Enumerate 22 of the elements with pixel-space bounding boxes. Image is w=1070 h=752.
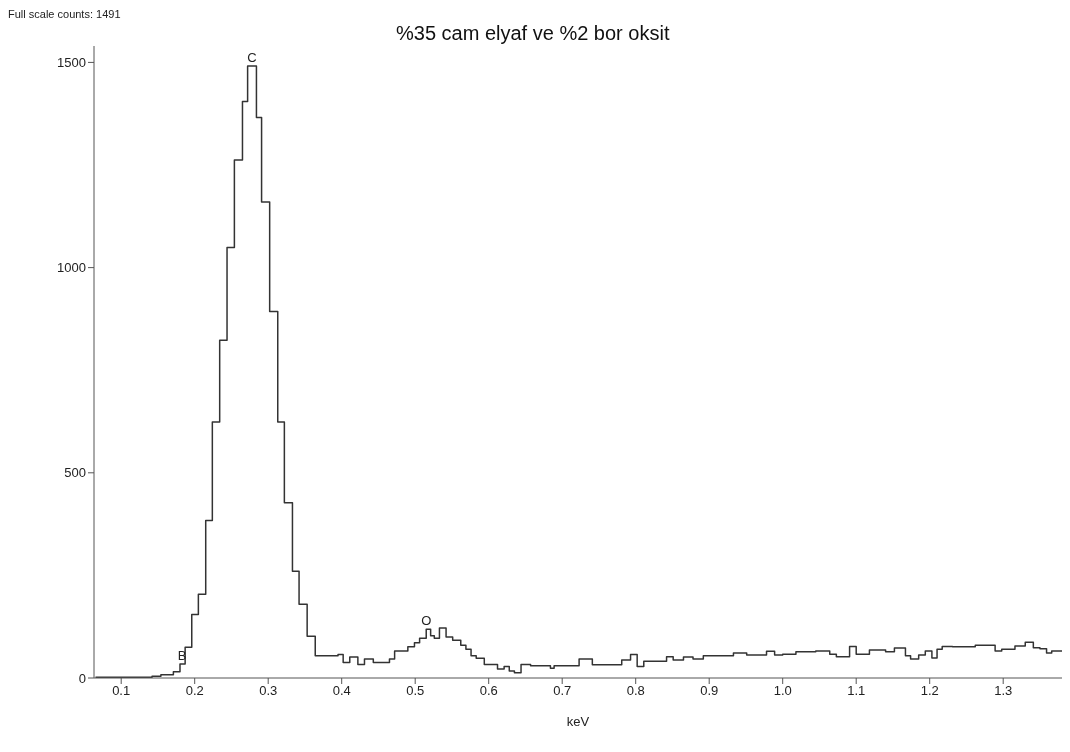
x-axis-title: keV — [566, 714, 590, 729]
x-tick-label: 0.8 — [626, 683, 645, 699]
text: Full scale counts: 1491 — [8, 8, 121, 20]
x-tick-label: 0.3 — [259, 683, 278, 699]
y-tick-label: 1000 — [57, 260, 86, 276]
x-tick-label: 1.3 — [994, 683, 1013, 699]
annotation: O — [421, 613, 432, 629]
x-tick-label: 1.1 — [847, 683, 866, 699]
y-tick-label: 1500 — [57, 55, 86, 71]
chart-title: %35 cam elyaf ve %2 bor oksit — [396, 21, 671, 46]
x-tick-label: 1.0 — [773, 683, 792, 699]
x-tick-label: 0.5 — [406, 683, 425, 699]
x-tick-label: 0.2 — [185, 683, 204, 699]
y-tick-label: 0 — [78, 670, 86, 686]
x-tick-label: 0.9 — [700, 683, 719, 699]
x-tick-label: 0.1 — [112, 683, 131, 699]
x-tick-label: 0.6 — [479, 683, 498, 699]
x-tick-label: 0.4 — [332, 683, 351, 699]
x-tick-label: 0.7 — [553, 683, 572, 699]
x-tick-label: 1.2 — [920, 683, 939, 699]
annotation: C — [247, 50, 257, 66]
y-tick-label: 500 — [64, 465, 86, 481]
